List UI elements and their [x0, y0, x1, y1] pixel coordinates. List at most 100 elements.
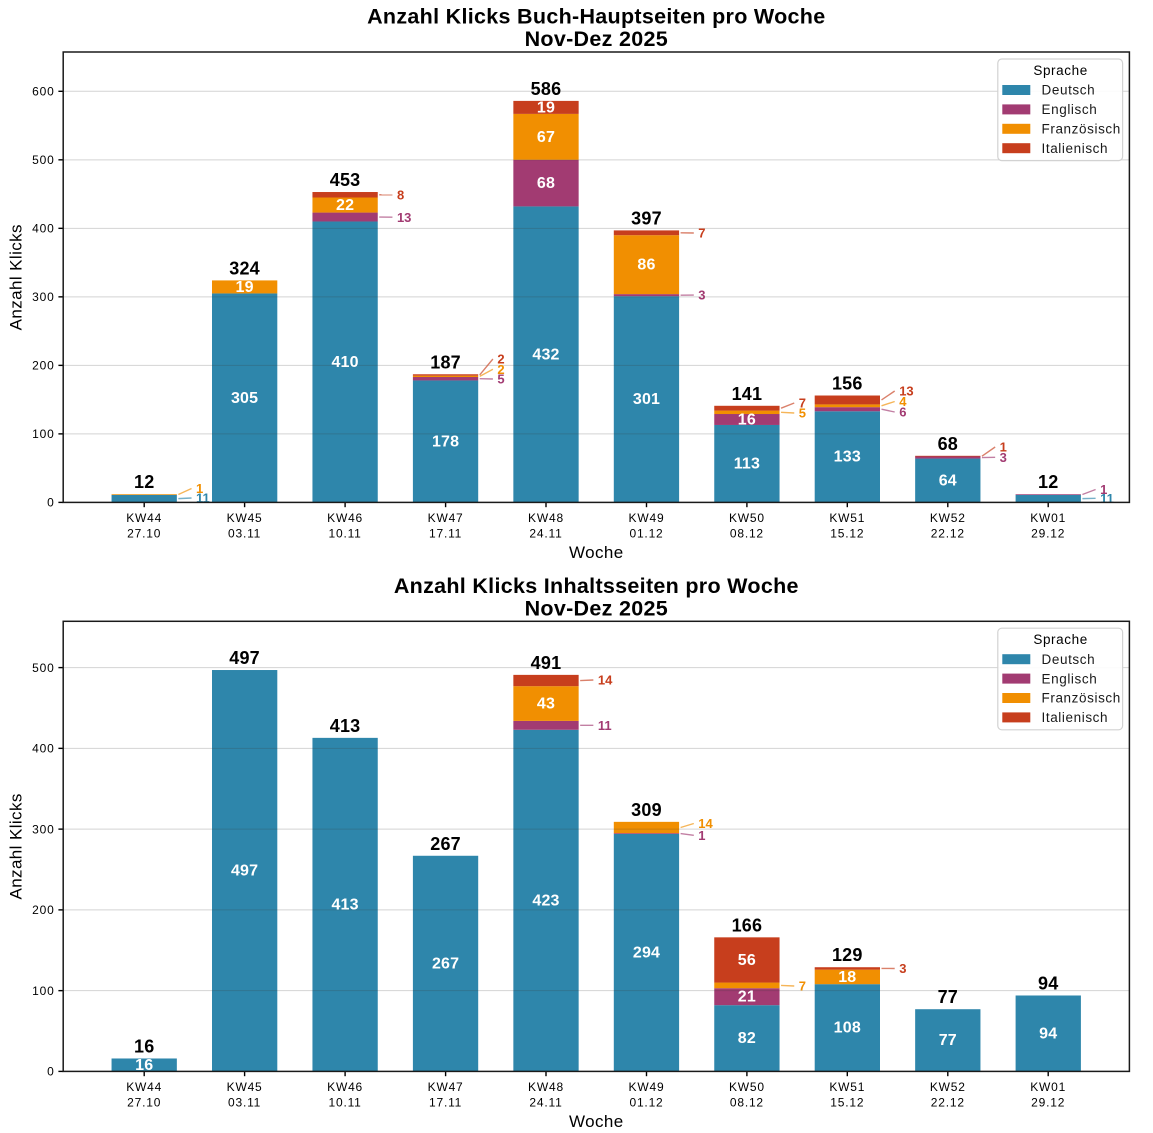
svg-text:27.10: 27.10	[127, 527, 161, 541]
svg-text:22.12: 22.12	[931, 527, 965, 541]
svg-text:0: 0	[47, 496, 54, 510]
svg-text:108: 108	[834, 1020, 861, 1037]
svg-text:Woche: Woche	[569, 543, 624, 562]
svg-text:586: 586	[531, 79, 562, 99]
svg-text:200: 200	[32, 903, 54, 917]
svg-text:301: 301	[633, 391, 660, 408]
svg-text:453: 453	[330, 170, 361, 190]
svg-text:15.12: 15.12	[830, 527, 864, 541]
svg-text:3: 3	[698, 288, 705, 303]
svg-text:413: 413	[330, 716, 361, 736]
svg-text:11: 11	[598, 718, 612, 733]
svg-text:24.11: 24.11	[529, 1096, 562, 1110]
svg-text:500: 500	[32, 153, 54, 167]
svg-text:KW48: KW48	[528, 511, 564, 525]
svg-text:156: 156	[832, 374, 863, 394]
svg-text:11: 11	[1100, 491, 1114, 506]
svg-text:6: 6	[899, 405, 906, 420]
svg-text:166: 166	[732, 915, 763, 935]
svg-text:43: 43	[537, 695, 555, 712]
svg-text:0: 0	[47, 1065, 54, 1079]
svg-text:Anzahl Klicks Inhaltsseiten pr: Anzahl Klicks Inhaltsseiten pro Woche	[394, 574, 799, 598]
svg-text:400: 400	[32, 222, 54, 236]
svg-text:17.11: 17.11	[429, 527, 462, 541]
svg-text:KW47: KW47	[428, 511, 464, 525]
svg-text:29.12: 29.12	[1031, 1096, 1065, 1110]
svg-text:11: 11	[196, 491, 210, 506]
svg-text:600: 600	[32, 85, 54, 99]
svg-text:113: 113	[734, 456, 760, 473]
svg-text:KW51: KW51	[829, 1080, 865, 1094]
svg-text:432: 432	[532, 346, 559, 363]
svg-text:1: 1	[698, 828, 705, 843]
svg-text:14: 14	[598, 673, 613, 688]
svg-text:500: 500	[32, 661, 54, 675]
svg-text:15.12: 15.12	[830, 1096, 864, 1110]
svg-text:Englisch: Englisch	[1042, 671, 1098, 686]
svg-text:12: 12	[1038, 472, 1058, 492]
svg-text:423: 423	[532, 892, 559, 909]
svg-text:68: 68	[938, 434, 958, 454]
svg-text:21: 21	[738, 989, 756, 1006]
svg-text:19: 19	[537, 99, 555, 116]
svg-text:3: 3	[899, 961, 906, 976]
svg-text:KW49: KW49	[629, 511, 665, 525]
svg-text:8: 8	[397, 187, 404, 202]
svg-text:17.11: 17.11	[429, 1096, 462, 1110]
svg-text:397: 397	[631, 208, 662, 228]
svg-text:22: 22	[336, 197, 354, 214]
svg-text:10.11: 10.11	[329, 527, 362, 541]
svg-text:86: 86	[637, 257, 655, 274]
svg-text:305: 305	[231, 390, 258, 407]
svg-text:KW49: KW49	[629, 1080, 665, 1094]
svg-text:Anzahl Klicks: Anzahl Klicks	[6, 793, 25, 899]
svg-text:94: 94	[1038, 973, 1058, 993]
svg-text:KW01: KW01	[1030, 1080, 1066, 1094]
svg-text:16: 16	[134, 1036, 154, 1056]
svg-text:Sprache: Sprache	[1033, 63, 1087, 78]
svg-text:64: 64	[939, 472, 957, 489]
svg-text:KW52: KW52	[930, 1080, 966, 1094]
svg-text:267: 267	[430, 834, 461, 854]
svg-text:3: 3	[1000, 450, 1007, 465]
svg-text:133: 133	[834, 449, 861, 466]
svg-text:300: 300	[32, 290, 54, 304]
svg-text:82: 82	[738, 1030, 756, 1047]
svg-text:01.12: 01.12	[629, 1096, 663, 1110]
svg-text:56: 56	[738, 952, 756, 969]
svg-text:18: 18	[838, 969, 856, 986]
svg-text:22.12: 22.12	[931, 1096, 965, 1110]
svg-text:KW52: KW52	[930, 511, 966, 525]
svg-text:Sprache: Sprache	[1033, 632, 1087, 647]
svg-text:01.12: 01.12	[629, 527, 663, 541]
svg-text:KW45: KW45	[227, 511, 263, 525]
svg-text:KW51: KW51	[829, 511, 865, 525]
svg-text:13: 13	[397, 210, 411, 225]
svg-text:178: 178	[432, 433, 459, 450]
svg-text:Woche: Woche	[569, 1112, 624, 1128]
svg-text:29.12: 29.12	[1031, 527, 1065, 541]
svg-text:94: 94	[1039, 1025, 1057, 1042]
svg-text:7: 7	[698, 226, 705, 241]
svg-text:68: 68	[537, 175, 555, 192]
svg-text:5: 5	[799, 406, 806, 421]
svg-text:67: 67	[537, 129, 555, 146]
svg-text:497: 497	[231, 863, 258, 880]
svg-text:03.11: 03.11	[228, 527, 261, 541]
svg-text:129: 129	[832, 945, 863, 965]
svg-text:413: 413	[331, 897, 358, 914]
svg-text:100: 100	[32, 984, 54, 998]
svg-text:77: 77	[938, 987, 958, 1007]
svg-text:410: 410	[331, 354, 358, 371]
svg-text:Französisch: Französisch	[1042, 122, 1121, 137]
svg-text:5: 5	[497, 372, 504, 387]
svg-text:KW01: KW01	[1030, 511, 1066, 525]
svg-text:12: 12	[134, 472, 154, 492]
svg-text:KW44: KW44	[126, 1080, 162, 1094]
svg-text:100: 100	[32, 427, 54, 441]
svg-text:Anzahl Klicks Buch-Hauptseiten: Anzahl Klicks Buch-Hauptseiten pro Woche	[367, 4, 825, 28]
svg-text:KW44: KW44	[126, 511, 162, 525]
svg-text:7: 7	[799, 979, 806, 994]
svg-text:Französisch: Französisch	[1042, 691, 1121, 706]
svg-text:24.11: 24.11	[529, 527, 562, 541]
